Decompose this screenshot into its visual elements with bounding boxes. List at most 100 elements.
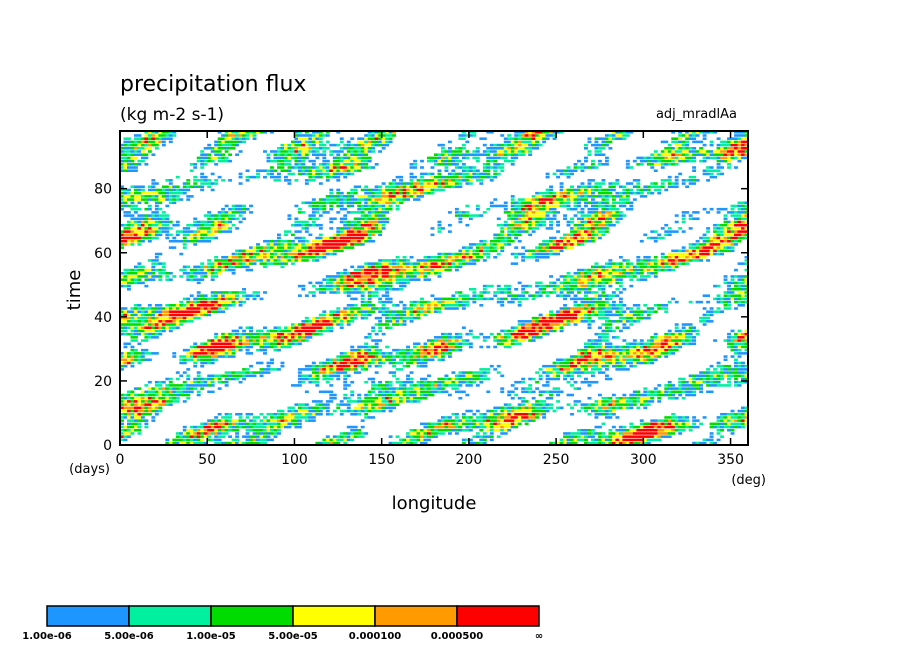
field-cell xyxy=(489,284,494,288)
field-cell xyxy=(451,380,456,384)
field-cell xyxy=(399,281,403,285)
field-cell xyxy=(594,284,599,288)
field-cell xyxy=(409,316,414,320)
field-cell xyxy=(256,339,260,342)
field-cell xyxy=(406,390,410,394)
field-cell xyxy=(182,371,187,374)
field-cell xyxy=(653,345,658,349)
field-cell xyxy=(653,432,658,435)
field-cell xyxy=(392,310,397,313)
field-cell xyxy=(521,419,526,422)
field-cell xyxy=(727,377,731,381)
field-cell xyxy=(650,265,655,269)
field-cell xyxy=(427,255,431,259)
field-cell xyxy=(674,326,679,330)
field-cell xyxy=(650,262,655,265)
field-cell xyxy=(486,345,491,349)
field-cell xyxy=(315,380,320,384)
field-cell xyxy=(521,288,526,291)
field-cell xyxy=(625,262,630,265)
field-cell xyxy=(591,403,595,406)
field-cell xyxy=(730,409,735,413)
field-cell xyxy=(249,332,253,336)
field-cell xyxy=(294,412,299,416)
field-cell xyxy=(388,371,393,374)
field-cell xyxy=(454,300,459,304)
field-cell xyxy=(601,348,606,352)
field-cell xyxy=(657,342,662,346)
field-cell xyxy=(189,313,194,317)
field-cell xyxy=(650,271,655,275)
field-cell xyxy=(242,336,246,339)
field-cell xyxy=(664,435,669,438)
field-cell xyxy=(573,316,578,320)
field-cell xyxy=(657,304,662,307)
field-cell xyxy=(744,259,748,262)
field-cell xyxy=(346,384,351,387)
field-cell xyxy=(625,265,630,269)
field-cell xyxy=(413,393,417,397)
field-cell xyxy=(161,268,166,272)
field-cell xyxy=(353,400,358,403)
field-cell xyxy=(622,435,627,438)
field-cell xyxy=(304,332,309,336)
field-cell xyxy=(221,352,226,355)
field-cell xyxy=(454,304,459,307)
field-cell xyxy=(629,265,634,269)
field-cell xyxy=(367,291,372,294)
field-cell xyxy=(371,284,376,288)
field-cell xyxy=(259,435,264,438)
field-cell xyxy=(646,345,651,349)
field-cell xyxy=(542,255,547,259)
field-cell xyxy=(420,387,424,390)
field-cell xyxy=(364,281,369,285)
field-cell xyxy=(399,268,403,272)
field-cell xyxy=(151,329,156,333)
field-cell xyxy=(709,377,714,381)
field-cell xyxy=(126,390,131,394)
precipitation-field xyxy=(120,131,748,445)
field-cell xyxy=(353,358,358,362)
field-cell xyxy=(371,310,376,313)
field-cell xyxy=(311,406,316,410)
field-cell xyxy=(727,419,731,422)
field-cell xyxy=(133,409,138,413)
field-cell xyxy=(444,352,449,355)
field-cell xyxy=(259,339,264,342)
field-cell xyxy=(615,271,620,275)
field-cell xyxy=(597,441,602,445)
field-cell xyxy=(699,387,704,390)
field-cell xyxy=(137,432,142,435)
field-cell xyxy=(277,342,281,346)
field-cell xyxy=(597,352,602,355)
field-cell xyxy=(130,390,135,394)
field-cell xyxy=(584,428,588,432)
field-cell xyxy=(559,316,564,320)
field-cell xyxy=(196,384,201,387)
field-cell xyxy=(203,348,208,352)
field-cell xyxy=(423,278,428,281)
field-cell xyxy=(207,380,212,384)
field-cell xyxy=(360,400,365,403)
field-cell xyxy=(594,441,599,445)
field-cell xyxy=(350,400,355,403)
field-cell xyxy=(172,316,177,320)
field-cell xyxy=(353,428,358,432)
field-cell xyxy=(325,374,330,378)
field-cell xyxy=(343,278,348,281)
field-cell xyxy=(311,416,316,419)
field-cell xyxy=(427,278,431,281)
field-cell xyxy=(130,268,135,272)
field-cell xyxy=(461,326,466,330)
field-cell xyxy=(535,416,540,419)
field-cell xyxy=(706,313,711,317)
field-cell xyxy=(308,323,313,326)
field-cell xyxy=(709,432,714,435)
field-cell xyxy=(277,243,281,246)
field-cell xyxy=(482,422,487,426)
field-cell xyxy=(440,332,445,336)
field-cell xyxy=(367,294,372,297)
field-cell xyxy=(650,361,655,365)
field-cell xyxy=(120,428,124,432)
field-cell xyxy=(434,255,438,259)
